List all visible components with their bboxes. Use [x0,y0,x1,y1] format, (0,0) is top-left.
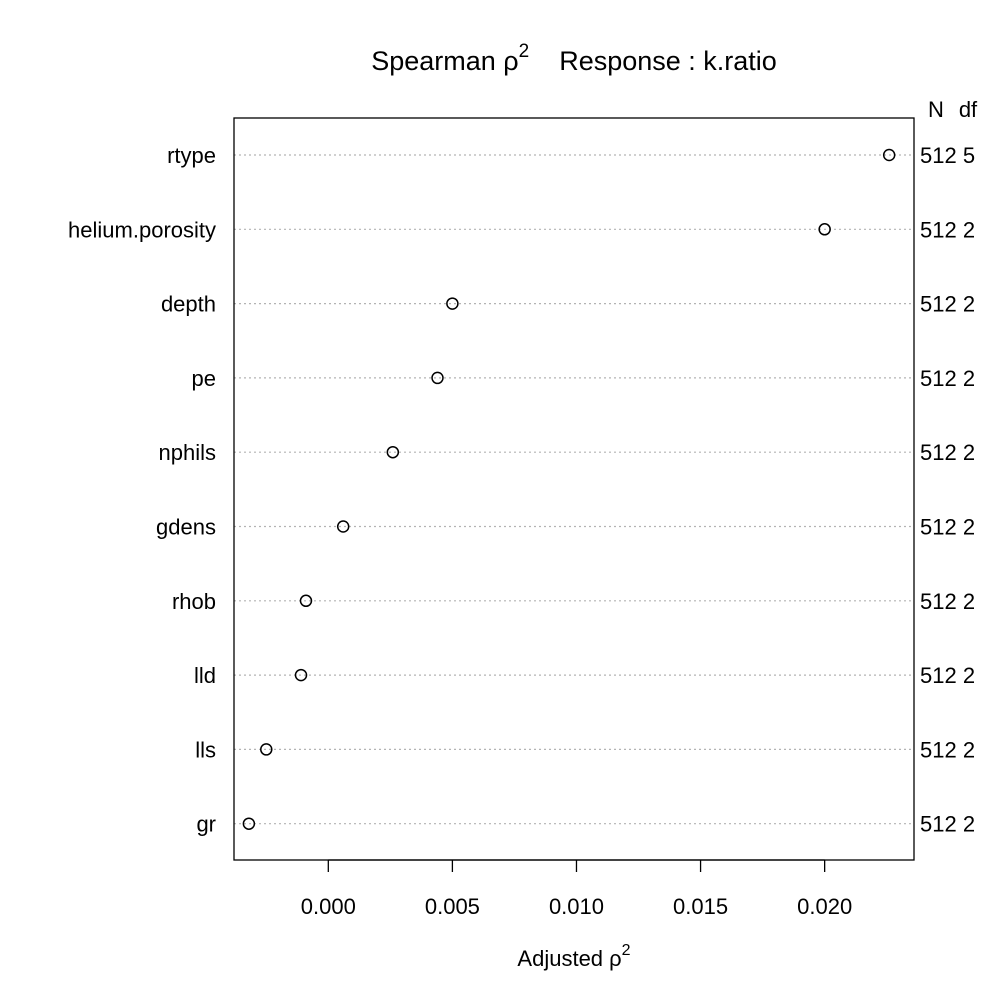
chart-title: Spearman ρ2 Response : k.ratio [371,41,777,76]
data-point [336,520,350,533]
n-df-value: 512 2 [920,292,975,317]
x-axis-label-superscript: 2 [622,942,631,959]
data-point [299,594,313,608]
x-tick-label: 0.020 [797,894,852,919]
grid-lines [234,154,914,825]
data-point [386,445,400,459]
n-df-value: 512 2 [920,440,975,465]
x-axis: 0.000 0.005 0.010 0.015 0.020 [301,859,852,919]
row-label: gdens [156,515,216,540]
col-header-n: N [928,97,944,122]
n-df-value: 512 2 [920,663,975,688]
row-label: helium.porosity [68,217,216,242]
row-label: rtype [167,143,216,168]
x-tick-label: 0.000 [301,894,356,919]
x-axis-label: Adjusted ρ2 [517,942,630,971]
row-label: depth [161,292,216,317]
row-label: rhob [172,589,216,614]
data-point [882,148,896,162]
x-tick-label: 0.010 [549,894,604,919]
n-df-values: 512 5 512 2 512 2 512 2 512 2 512 2 512 2 512 2… [920,143,975,837]
row-label: pe [192,366,216,391]
x-tick-label: 0.005 [425,894,480,919]
n-df-value: 512 5 [920,143,975,168]
x-tick-label: 0.015 [673,894,728,919]
data-point [431,371,444,385]
data-points [242,148,896,830]
n-df-value: 512 2 [920,515,975,540]
row-label: lls [195,737,216,762]
data-point [260,743,273,756]
x-axis-label-main: Adjusted ρ [517,946,621,971]
title-main: Spearman ρ [371,46,518,76]
row-labels: rtype helium.porosity depth pe nphils gdens rh… [68,143,216,837]
n-df-value: 512 2 [920,737,975,762]
row-label: nphils [159,440,216,465]
data-point [242,817,256,830]
n-df-value: 512 2 [920,217,975,242]
data-point [446,297,459,310]
row-label: lld [194,663,216,688]
title-superscript: 2 [519,41,530,62]
n-df-value: 512 2 [920,589,975,614]
data-point [294,668,308,682]
n-df-value: 512 2 [920,812,975,837]
title-response: Response : k.ratio [559,46,777,76]
data-point [818,223,831,236]
row-label: gr [196,812,216,837]
n-df-value: 512 2 [920,366,975,391]
col-header-df: df [959,97,978,122]
